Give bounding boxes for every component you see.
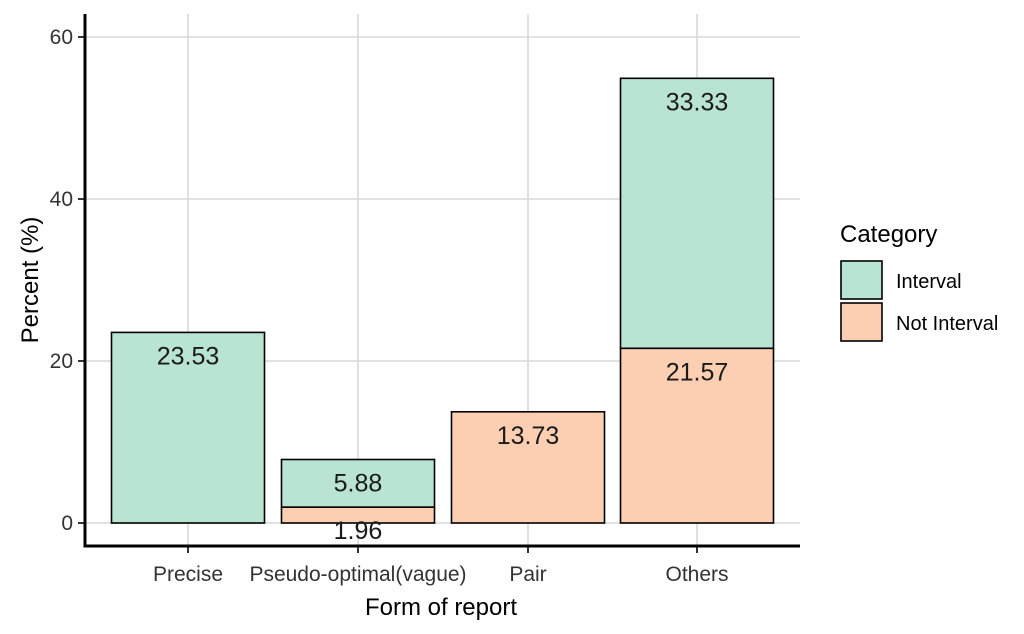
x-axis-title: Form of report <box>365 594 517 621</box>
legend-key <box>840 260 883 300</box>
legend-title: Category <box>840 221 937 248</box>
bar-segment <box>110 331 266 524</box>
legend-label: Not Interval <box>896 313 998 335</box>
axes <box>83 14 800 548</box>
data-label: 1.96 <box>334 517 383 545</box>
x-ticks: Precise Pseudo-optimal(vague) Pair Others <box>153 546 729 586</box>
bar-segment <box>280 458 436 508</box>
bar-segment <box>619 77 775 350</box>
data-label: 21.57 <box>666 358 729 386</box>
x-tick-label: Precise <box>153 563 223 586</box>
y-tick-label: 40 <box>50 188 73 211</box>
legend-key <box>840 302 883 342</box>
x-tick-label: Pseudo-optimal(vague) <box>249 563 466 586</box>
y-axis-title: Percent (%) <box>17 217 44 344</box>
data-label: 5.88 <box>334 469 383 497</box>
bars <box>110 77 775 524</box>
data-label: 33.33 <box>666 88 729 116</box>
legend: Category Interval Not Interval <box>840 221 998 342</box>
bar-segment <box>450 410 606 524</box>
x-tick-label: Others <box>665 563 728 586</box>
bar-segment <box>619 347 775 524</box>
legend-label: Interval <box>896 271 962 293</box>
data-label: 23.53 <box>157 342 220 370</box>
x-tick-label: Pair <box>509 563 546 586</box>
y-ticks: 0 20 40 60 <box>50 26 85 535</box>
data-labels: 23.53 1.96 5.88 13.73 21.57 33.33 <box>157 88 729 545</box>
data-label: 13.73 <box>497 422 560 450</box>
y-tick-label: 60 <box>50 26 73 49</box>
y-tick-label: 20 <box>50 350 73 373</box>
y-tick-label: 0 <box>61 512 73 535</box>
